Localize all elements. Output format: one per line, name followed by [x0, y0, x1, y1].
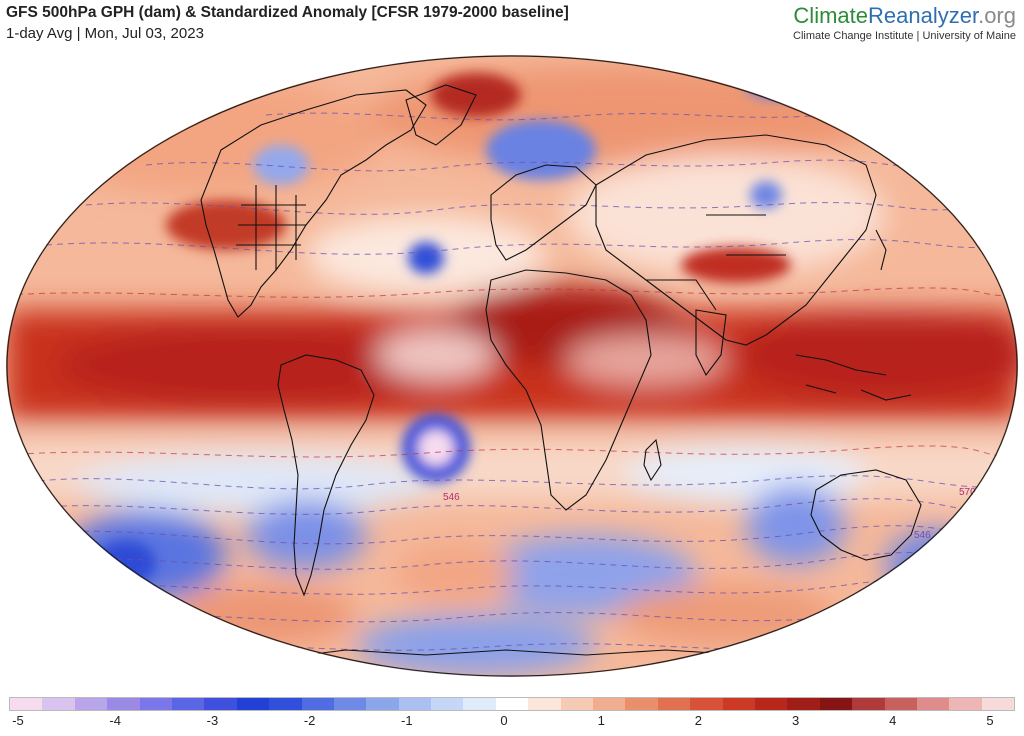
- brand-logo-part3: .org: [978, 3, 1016, 28]
- legend-swatch: [593, 698, 626, 710]
- legend-swatch: [398, 698, 432, 710]
- legend-swatch: [204, 698, 237, 710]
- legend-swatch: [431, 698, 464, 710]
- legend-ticks: -5 -4 -3 -2 -1 0 1 2 3 4 5: [0, 713, 1024, 733]
- globe-outline: [6, 55, 1018, 677]
- legend-swatch: [916, 698, 950, 710]
- legend-swatch: [625, 698, 658, 710]
- legend-swatch: [852, 698, 885, 710]
- legend-swatch: [171, 698, 205, 710]
- legend-tick-label: -3: [206, 713, 219, 728]
- legend-colorbar: [9, 697, 1015, 711]
- anomaly-field: 546 570 546: [6, 55, 1018, 677]
- legend-swatch: [949, 698, 982, 710]
- world-map-svg: 546 570 546: [6, 55, 1018, 677]
- legend-swatch: [657, 698, 691, 710]
- contour-label: 546: [914, 530, 931, 541]
- brand-logo[interactable]: ClimateReanalyzer.org: [793, 2, 1016, 30]
- legend-swatch: [42, 698, 75, 710]
- legend-swatch: [495, 698, 529, 710]
- legend-swatch: [787, 698, 820, 710]
- brand-subtitle: Climate Change Institute | University of…: [793, 30, 1016, 42]
- chart-title: GFS 500hPa GPH (dam) & Standardized Anom…: [6, 4, 569, 21]
- legend-swatch: [366, 698, 399, 710]
- legend-swatch: [139, 698, 172, 710]
- legend-tick-label: 4: [889, 713, 897, 728]
- legend-swatch: [754, 698, 788, 710]
- legend-swatch: [690, 698, 723, 710]
- legend-tick-label: 2: [694, 713, 703, 728]
- legend-swatch: [10, 698, 43, 710]
- legend-swatch: [301, 698, 334, 710]
- chart-subtitle: 1-day Avg | Mon, Jul 03, 2023: [6, 25, 204, 42]
- legend-tick-label: 3: [791, 713, 800, 728]
- legend-tick-label: 5: [986, 713, 994, 728]
- legend-swatch: [884, 698, 917, 710]
- legend-tick-label: -5: [12, 713, 24, 728]
- brand-logo-part1: Climate: [793, 3, 868, 28]
- legend-tick-label: -4: [109, 713, 121, 728]
- contour-label: 570: [959, 487, 976, 498]
- legend-swatch: [236, 698, 270, 710]
- legend-swatch: [722, 698, 755, 710]
- legend-swatch: [560, 698, 594, 710]
- legend-swatch: [269, 698, 302, 710]
- legend-swatch: [981, 698, 1015, 710]
- world-map: 546 570 546: [6, 55, 1018, 677]
- legend-tick-label: -2: [303, 713, 316, 728]
- legend-swatch: [819, 698, 853, 710]
- brand-block[interactable]: ClimateReanalyzer.org Climate Change Ins…: [793, 2, 1016, 42]
- legend-swatch: [463, 698, 496, 710]
- legend-tick-label: -1: [401, 713, 413, 728]
- legend-swatch: [107, 698, 140, 710]
- legend-tick-label: 0: [500, 713, 508, 728]
- legend-swatch: [528, 698, 561, 710]
- legend-tick-label: 1: [597, 713, 605, 728]
- contour-label: 546: [443, 492, 460, 503]
- brand-logo-part2: Reanalyzer: [868, 3, 979, 28]
- legend-swatch: [74, 698, 108, 710]
- legend-swatch: [333, 698, 367, 710]
